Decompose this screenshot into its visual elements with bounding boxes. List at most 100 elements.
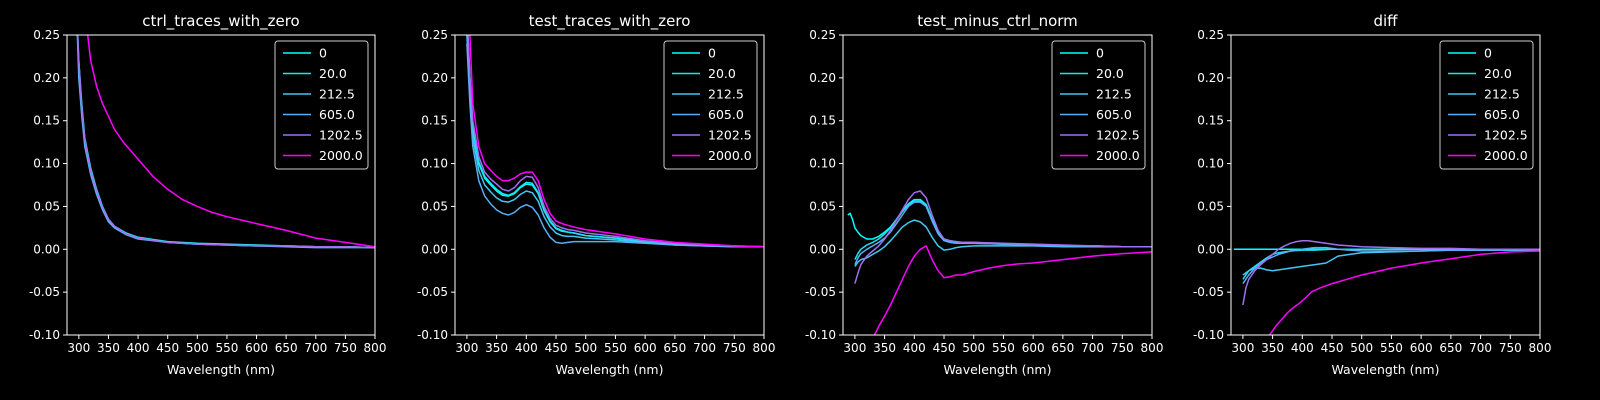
legend-label: 20.0 [708, 66, 736, 81]
legend-label: 20.0 [1096, 66, 1124, 81]
x-tick-label: 500 [962, 341, 985, 355]
x-tick-label: 800 [753, 341, 776, 355]
legend-label: 0 [1484, 46, 1492, 61]
chart-panel-2: 300 350 400 450 500 550 600 650 700 750 800 -0.10 -0… [805, 12, 1164, 377]
y-tick-label: -0.05 [29, 285, 60, 299]
series-line-605_0 [854, 201, 1152, 266]
y-tick-label: 0.20 [421, 71, 448, 85]
x-tick-label: 650 [1439, 341, 1462, 355]
legend: 0 20.0 212.5 605.0 1202.5 2000.0 [274, 40, 369, 170]
y-tick-label: 0.00 [33, 242, 60, 256]
axes-frame [842, 34, 1153, 336]
x-tick-label: 400 [1291, 341, 1314, 355]
y-tick-label: 0.05 [421, 199, 448, 213]
x-tick-label: 600 [245, 341, 268, 355]
y-tick-label: 0.10 [809, 157, 836, 171]
x-tick-label: 450 [156, 341, 179, 355]
y-tick-label: 0.25 [809, 28, 836, 42]
y-tick-label: -0.10 [417, 328, 448, 342]
series-line-605_0 [76, 35, 375, 249]
y-tick-label: 0.15 [1197, 114, 1224, 128]
x-tick-label: 550 [215, 341, 238, 355]
x-axis-label: Wavelength (nm) [1332, 362, 1440, 377]
x-tick-label: 550 [992, 341, 1015, 355]
y-tick-label: 0.10 [421, 157, 448, 171]
series-line-605_0 [1242, 246, 1540, 285]
x-tick-label: 700 [693, 341, 716, 355]
plot-area [847, 190, 1152, 335]
chart-title: diff [1373, 12, 1398, 30]
legend-label: 20.0 [1484, 66, 1512, 81]
chart-panel-0: 300 350 400 450 500 550 600 650 700 750 800 -0.10 -0… [29, 12, 387, 377]
y-tick-label: 0.00 [421, 242, 448, 256]
x-tick-label: 600 [634, 341, 657, 355]
y-tick-label: 0.00 [809, 242, 836, 256]
legend: 0 20.0 212.5 605.0 1202.5 2000.0 [1051, 40, 1146, 170]
legend-label: 0 [1096, 46, 1104, 61]
y-tick-label: -0.05 [1193, 285, 1224, 299]
y-tick-label: 0.20 [33, 71, 60, 85]
y-tick-label: 0.00 [1197, 242, 1224, 256]
x-axis-label: Wavelength (nm) [556, 362, 664, 377]
y-tick-label: 0.25 [33, 28, 60, 42]
plot-area [76, 35, 375, 249]
x-tick-label: 800 [1141, 341, 1164, 355]
legend-label: 1202.5 [1096, 128, 1140, 143]
x-tick-label: 600 [1022, 341, 1045, 355]
series-line-2000_0 [469, 35, 764, 248]
legend-label: 2000.0 [708, 148, 752, 163]
legend-label: 212.5 [708, 87, 744, 102]
legend-label: 605.0 [708, 107, 744, 122]
x-tick-label: 750 [334, 341, 357, 355]
chart-panel-3: 300 350 400 450 500 550 600 650 700 750 800 -0.10 -0… [1193, 12, 1552, 377]
x-axis-label: Wavelength (nm) [944, 362, 1052, 377]
legend: 0 20.0 212.5 605.0 1202.5 2000.0 [1439, 40, 1534, 170]
legend-label: 2000.0 [1096, 148, 1140, 163]
y-tick-label: 0.20 [1197, 71, 1224, 85]
y-tick-label: 0.05 [809, 199, 836, 213]
series-line-2000_0 [86, 35, 375, 248]
x-tick-label: 650 [275, 341, 298, 355]
chart-title: test_minus_ctrl_norm [917, 12, 1078, 31]
x-tick-label: 300 [67, 341, 90, 355]
y-tick-label: -0.10 [1193, 328, 1224, 342]
x-tick-label: 800 [364, 341, 387, 355]
legend-label: 0 [319, 46, 327, 61]
legend-label: 212.5 [1096, 87, 1132, 102]
x-tick-label: 500 [574, 341, 597, 355]
x-tick-label: 700 [304, 341, 327, 355]
series-line-212_5 [854, 219, 1152, 267]
series-line-1202_5 [76, 35, 375, 249]
chart-title: ctrl_traces_with_zero [142, 12, 299, 31]
x-tick-label: 700 [1469, 341, 1492, 355]
y-tick-label: -0.05 [417, 285, 448, 299]
y-tick-label: 0.25 [421, 28, 448, 42]
y-tick-label: 0.15 [33, 114, 60, 128]
series-line-1202_5 [854, 190, 1152, 284]
legend-label: 1202.5 [1484, 128, 1528, 143]
x-tick-label: 400 [515, 341, 538, 355]
x-tick-label: 500 [186, 341, 209, 355]
legend-label: 212.5 [319, 87, 355, 102]
y-tick-label: 0.05 [33, 199, 60, 213]
x-tick-label: 350 [97, 341, 120, 355]
x-tick-label: 800 [1529, 341, 1552, 355]
series-line-605_0 [466, 43, 764, 248]
legend-label: 605.0 [1484, 107, 1520, 122]
x-tick-label: 750 [723, 341, 746, 355]
x-tick-label: 750 [1111, 341, 1134, 355]
chart-title: test_traces_with_zero [529, 12, 691, 31]
series-line-1202_5 [1242, 239, 1540, 306]
y-tick-label: -0.05 [805, 285, 836, 299]
x-tick-label: 700 [1081, 341, 1104, 355]
x-tick-label: 650 [1051, 341, 1074, 355]
x-tick-label: 350 [1261, 341, 1284, 355]
y-tick-label: 0.15 [809, 114, 836, 128]
x-tick-label: 550 [1380, 341, 1403, 355]
series-line-2000_0 [873, 245, 1152, 335]
axes-frame [1230, 34, 1541, 336]
plot-area [1234, 239, 1540, 335]
x-tick-label: 400 [127, 341, 150, 355]
chart-panel-1: 300 350 400 450 500 550 600 650 700 750 800 -0.10 -0… [417, 12, 776, 377]
